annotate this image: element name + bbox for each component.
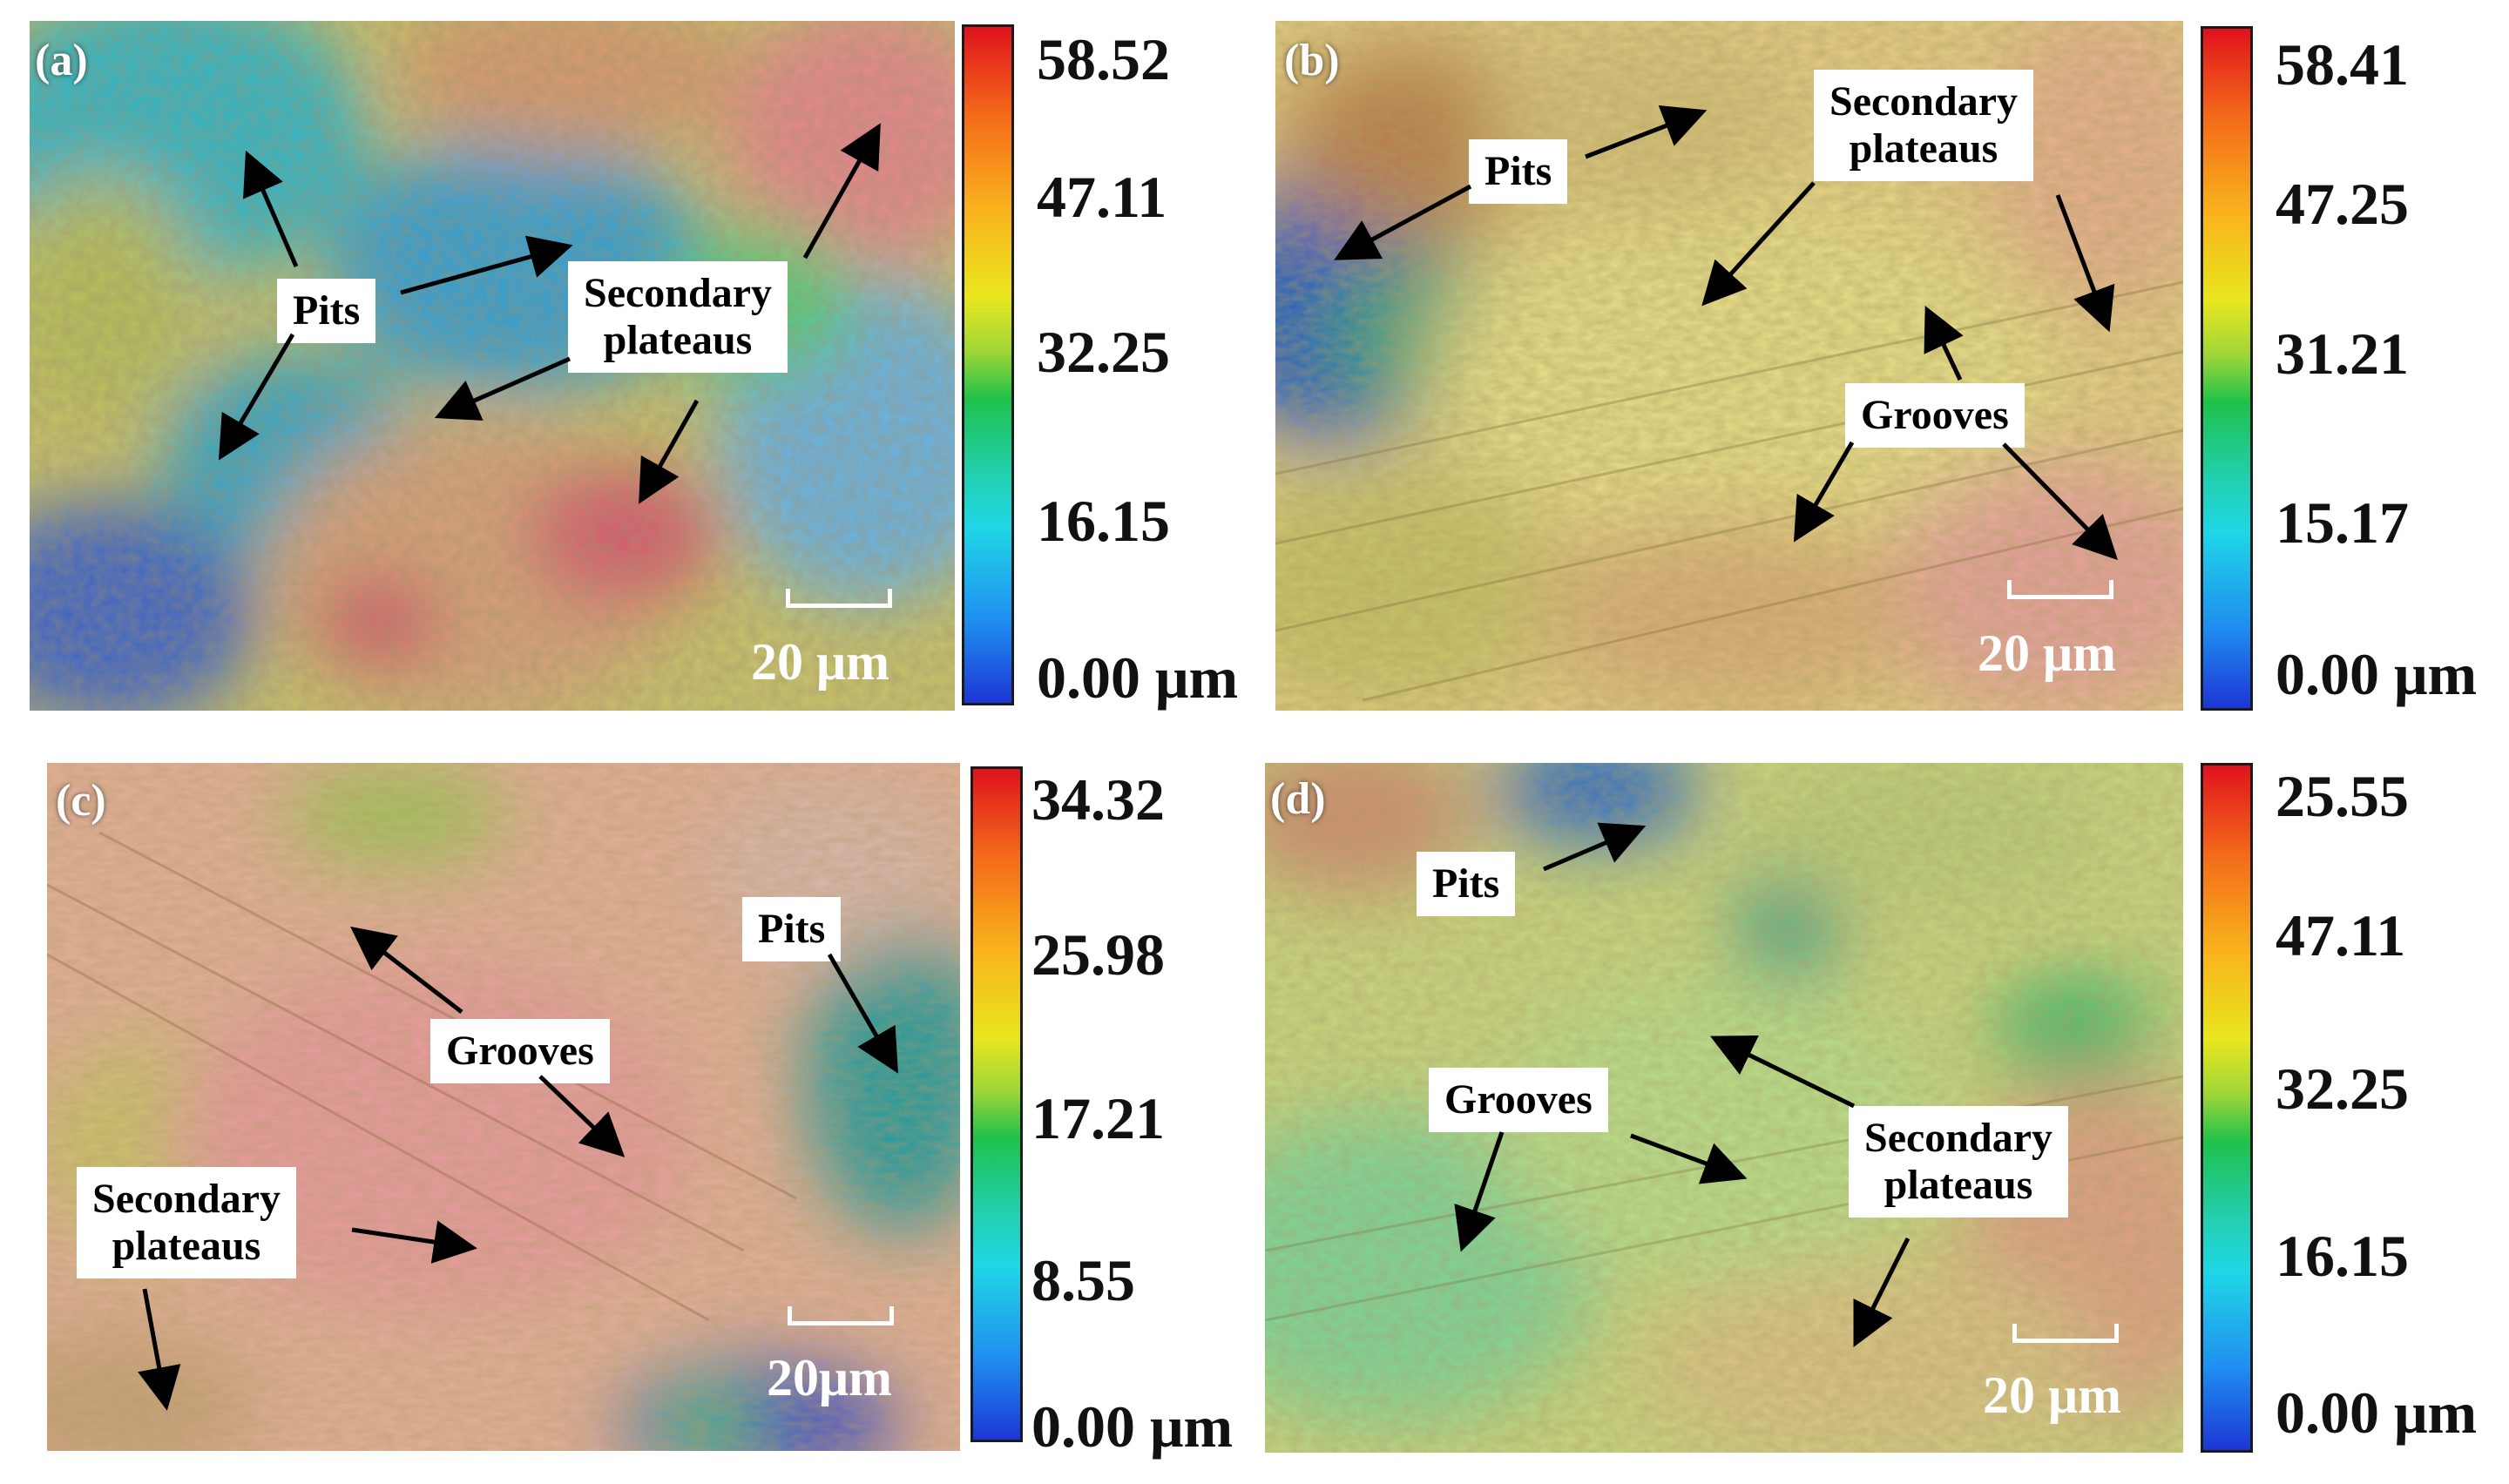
colorbar-tick-a-2: 32.25 bbox=[1037, 319, 1170, 385]
tag-grooves-b: Grooves bbox=[1845, 383, 2025, 448]
tag-pits-c: Pits bbox=[742, 897, 842, 961]
scale-bar-label: 20 μm bbox=[751, 633, 889, 691]
colorbar-tick-a-4: 0.00 μm bbox=[1037, 644, 1239, 711]
colorbar-tick-c-1: 25.98 bbox=[1031, 921, 1165, 988]
colorbar-tick-a-1: 47.11 bbox=[1037, 164, 1167, 230]
tag-line-2: plateaus bbox=[603, 316, 753, 363]
colorbar-tick-a-0: 58.52 bbox=[1037, 26, 1170, 92]
scale-bar-line bbox=[2012, 1324, 2119, 1343]
tag-line-2: plateaus bbox=[1849, 125, 1998, 172]
tag-pits-d: Pits bbox=[1417, 852, 1516, 916]
colorbar-a bbox=[962, 24, 1014, 705]
colorbar-tick-d-0: 25.55 bbox=[2276, 763, 2409, 829]
tag-secondary-plateaus-c: Secondary plateaus bbox=[77, 1167, 296, 1278]
tag-line-1: Secondary bbox=[1864, 1115, 2053, 1161]
tag-grooves-c: Grooves bbox=[430, 1019, 610, 1083]
colorbar-tick-b-4: 0.00 μm bbox=[2276, 641, 2478, 707]
panel-label-d: (d) bbox=[1270, 774, 1326, 824]
colorbar-tick-b-1: 47.25 bbox=[2276, 171, 2409, 237]
tag-pits-b: Pits bbox=[1469, 139, 1568, 204]
scale-bar-label: 20 μm bbox=[1978, 624, 2116, 682]
colorbar-tick-c-0: 34.32 bbox=[1031, 766, 1165, 833]
colorbar-tick-b-3: 15.17 bbox=[2276, 489, 2409, 556]
tag-secondary-plateaus-b: Secondary plateaus bbox=[1814, 70, 2033, 181]
tag-line-1: Secondary bbox=[1829, 78, 2018, 125]
scale-bar-label: 20 μm bbox=[1983, 1366, 2121, 1424]
scale-bar-line bbox=[786, 589, 892, 608]
tag-grooves-d: Grooves bbox=[1429, 1068, 1608, 1132]
tag-secondary-plateaus-d: Secondary plateaus bbox=[1849, 1106, 2068, 1218]
tag-line-1: Secondary bbox=[92, 1176, 281, 1222]
scale-bar-line bbox=[2007, 580, 2113, 599]
colorbar-tick-c-3: 8.55 bbox=[1031, 1247, 1135, 1313]
colorbar-tick-d-2: 32.25 bbox=[2276, 1056, 2409, 1122]
surface-map-c bbox=[47, 763, 960, 1451]
tag-line-2: plateaus bbox=[1883, 1161, 2033, 1208]
colorbar-b bbox=[2201, 26, 2253, 711]
colorbar-c bbox=[970, 766, 1023, 1442]
tag-pits-a: Pits bbox=[277, 279, 376, 343]
panel-label-c: (c) bbox=[56, 776, 106, 826]
scale-bar-line bbox=[788, 1306, 894, 1325]
colorbar-tick-c-4: 0.00 μm bbox=[1031, 1393, 1234, 1460]
colorbar-tick-a-3: 16.15 bbox=[1037, 488, 1170, 554]
tag-line-1: Secondary bbox=[584, 270, 772, 316]
colorbar-tick-d-1: 47.11 bbox=[2276, 902, 2406, 968]
scale-bar-label: 20μm bbox=[767, 1349, 892, 1406]
colorbar-tick-d-4: 0.00 μm bbox=[2276, 1379, 2478, 1446]
tag-line-2: plateaus bbox=[112, 1222, 261, 1269]
colorbar-tick-b-0: 58.41 bbox=[2276, 31, 2409, 98]
colorbar-tick-c-2: 17.21 bbox=[1031, 1085, 1165, 1151]
tag-secondary-plateaus-a: Secondary plateaus bbox=[568, 261, 788, 373]
colorbar-tick-b-2: 31.21 bbox=[2276, 320, 2409, 387]
colorbar-d bbox=[2201, 763, 2253, 1453]
surface-map-b bbox=[1275, 21, 2183, 711]
panel-label-a: (a) bbox=[35, 36, 88, 85]
colorbar-tick-d-3: 16.15 bbox=[2276, 1223, 2409, 1289]
panel-label-b: (b) bbox=[1284, 36, 1340, 85]
